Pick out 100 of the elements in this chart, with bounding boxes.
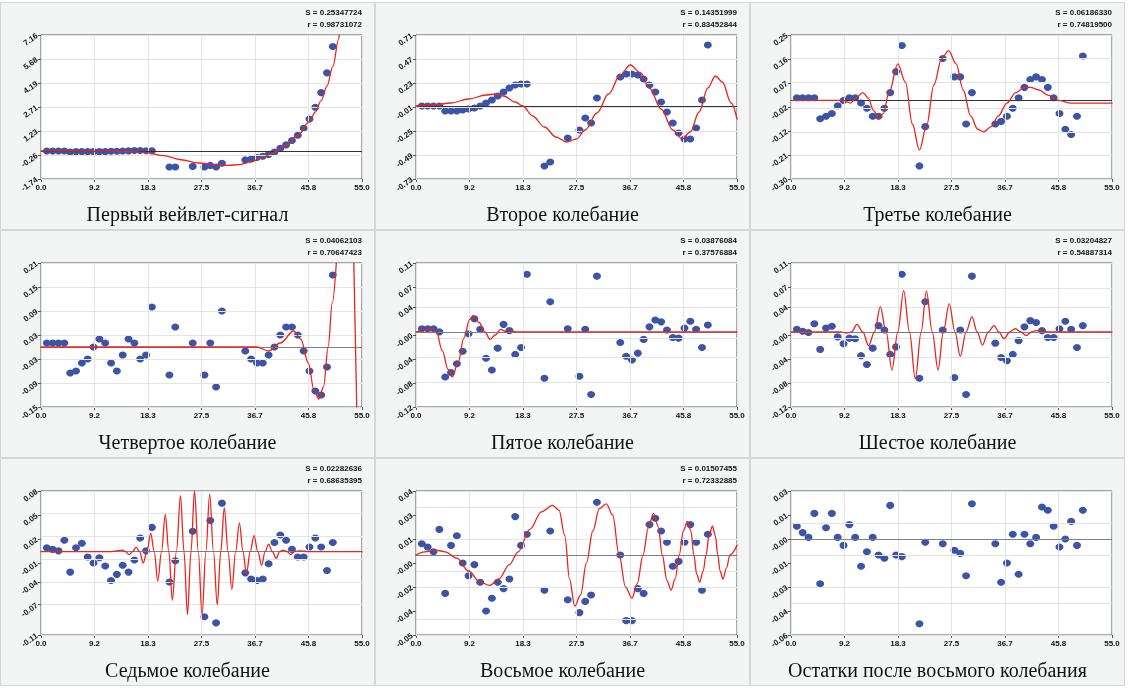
text: r = 0.98731072 bbox=[307, 19, 363, 29]
y-tick-label: 0.71 bbox=[396, 31, 416, 48]
x-tick-label: 45.8 bbox=[1050, 182, 1067, 192]
y-tick-label: 0.16 bbox=[771, 55, 791, 72]
x-tick-label: 18.3 bbox=[890, 638, 907, 648]
y-tick-label: 0.01 bbox=[396, 535, 416, 552]
x-tick-label: 27.5 bbox=[193, 638, 210, 648]
text: S = 0.02282636 bbox=[305, 463, 363, 473]
x-tick-label: 45.8 bbox=[675, 182, 692, 192]
y-tick-label: -0.00 bbox=[769, 331, 791, 350]
x-tick-label: 27.5 bbox=[193, 410, 210, 420]
y-tick-label: -0.01 bbox=[19, 559, 41, 578]
x-tick-label: 55.0 bbox=[1104, 410, 1121, 420]
text: Восьмое колебание bbox=[479, 659, 646, 681]
x-tick-label: 36.7 bbox=[622, 182, 639, 192]
y-tick-label: 0.07 bbox=[771, 282, 791, 300]
x-tick-label: 36.7 bbox=[997, 182, 1014, 192]
text: S = 0.14351999 bbox=[680, 7, 738, 17]
text: S = 0.03204827 bbox=[1055, 235, 1113, 245]
x-tick-label: 0.0 bbox=[35, 638, 48, 648]
y-tick-label: -0.12 bbox=[769, 127, 791, 146]
y-tick-label: -0.25 bbox=[394, 127, 416, 146]
x-tick-label: 0.0 bbox=[35, 410, 48, 420]
x-tick-label: 55.0 bbox=[1104, 182, 1121, 192]
x-tick-label: 9.2 bbox=[88, 410, 101, 420]
x-tick-label: 18.3 bbox=[515, 410, 532, 420]
y-tick-label: 0.08 bbox=[21, 487, 41, 504]
x-tick-label: 27.5 bbox=[943, 638, 960, 648]
text: r = 0.83452844 bbox=[682, 19, 738, 29]
x-tick-label: 18.3 bbox=[140, 410, 157, 420]
x-tick-label: 45.8 bbox=[1050, 410, 1067, 420]
text: r = 0.70647423 bbox=[307, 247, 363, 257]
y-tick-label: 0.09 bbox=[21, 307, 41, 324]
x-tick-label: 0.0 bbox=[785, 410, 798, 420]
text: S = 0.04062103 bbox=[305, 235, 363, 245]
text: Седьмое колебание bbox=[105, 659, 271, 682]
x-tick-label: 45.8 bbox=[1050, 638, 1067, 648]
y-tick-label: -0.04 bbox=[394, 354, 416, 374]
x-tick-label: 9.2 bbox=[838, 182, 851, 192]
x-tick-label: 9.2 bbox=[463, 182, 476, 192]
y-tick-label: 0.11 bbox=[772, 259, 791, 276]
x-tick-label: 55.0 bbox=[1104, 638, 1121, 648]
text: r = 0.72332885 bbox=[682, 475, 738, 485]
x-tick-label: 55.0 bbox=[354, 182, 371, 192]
text: r = 0.54887314 bbox=[1057, 247, 1113, 257]
y-tick-label: 0.21 bbox=[21, 259, 41, 276]
y-tick-label: 0.15 bbox=[21, 283, 41, 300]
y-tick-label: -0.04 bbox=[19, 577, 41, 597]
x-tick-label: 55.0 bbox=[729, 410, 746, 420]
x-tick-label: 9.2 bbox=[88, 638, 101, 648]
text: Шестое колебание bbox=[858, 431, 1017, 453]
x-tick-label: 45.8 bbox=[675, 410, 692, 420]
text: Второе колебание bbox=[486, 203, 639, 226]
text: S = 0.06186330 bbox=[1055, 7, 1113, 17]
text: Четвертое колебание bbox=[98, 431, 277, 454]
x-tick-label: 18.3 bbox=[140, 182, 157, 192]
y-tick-label: -0.00 bbox=[394, 559, 416, 578]
x-tick-label: 36.7 bbox=[622, 638, 639, 648]
y-tick-label: -0.02 bbox=[394, 583, 416, 602]
y-tick-label: 0.07 bbox=[396, 282, 416, 300]
y-tick-label: 1.23 bbox=[21, 127, 41, 144]
text: r = 0.37576884 bbox=[682, 247, 738, 257]
y-tick-label: -0.08 bbox=[769, 379, 791, 398]
text: r = 0.74819500 bbox=[1057, 19, 1113, 29]
x-tick-label: 0.0 bbox=[410, 638, 423, 648]
x-tick-label: 9.2 bbox=[88, 182, 101, 192]
y-tick-label: 0.07 bbox=[771, 78, 791, 96]
x-tick-label: 27.5 bbox=[568, 638, 585, 648]
x-tick-label: 36.7 bbox=[997, 638, 1014, 648]
y-tick-label: -0.00 bbox=[394, 331, 416, 350]
x-tick-label: 9.2 bbox=[463, 410, 476, 420]
x-tick-label: 18.3 bbox=[890, 182, 907, 192]
x-tick-label: 27.5 bbox=[943, 182, 960, 192]
y-tick-label: -0.08 bbox=[394, 379, 416, 398]
text: r = 0.68635395 bbox=[307, 475, 363, 485]
text: S = 0.03876084 bbox=[680, 235, 738, 245]
y-tick-label: -0.01 bbox=[394, 103, 416, 122]
x-tick-label: 27.5 bbox=[193, 182, 210, 192]
x-tick-label: 27.5 bbox=[943, 410, 960, 420]
y-tick-label: -0.02 bbox=[769, 103, 791, 122]
y-tick-label: -0.04 bbox=[769, 354, 791, 374]
y-tick-label: 0.02 bbox=[21, 534, 41, 552]
y-tick-label: -0.26 bbox=[19, 151, 41, 170]
x-tick-label: 0.0 bbox=[35, 182, 48, 192]
y-tick-label: 0.01 bbox=[771, 511, 791, 528]
y-tick-label: 0.03 bbox=[21, 331, 41, 348]
text: S = 0.25347724 bbox=[305, 7, 363, 17]
y-tick-label: -0.04 bbox=[394, 607, 416, 626]
x-tick-label: 55.0 bbox=[354, 410, 371, 420]
x-tick-label: 55.0 bbox=[729, 638, 746, 648]
text: Остатки после восьмого колебания bbox=[788, 659, 1087, 681]
text: Третье колебание bbox=[863, 203, 1012, 226]
x-tick-label: 55.0 bbox=[729, 182, 746, 192]
x-tick-label: 45.8 bbox=[300, 182, 317, 192]
y-tick-label: 5.68 bbox=[21, 55, 41, 72]
x-tick-label: 0.0 bbox=[785, 182, 798, 192]
x-tick-label: 36.7 bbox=[247, 638, 264, 648]
y-tick-label: -0.09 bbox=[19, 379, 41, 398]
y-tick-label: 0.04 bbox=[396, 487, 416, 504]
x-tick-label: 0.0 bbox=[410, 410, 423, 420]
